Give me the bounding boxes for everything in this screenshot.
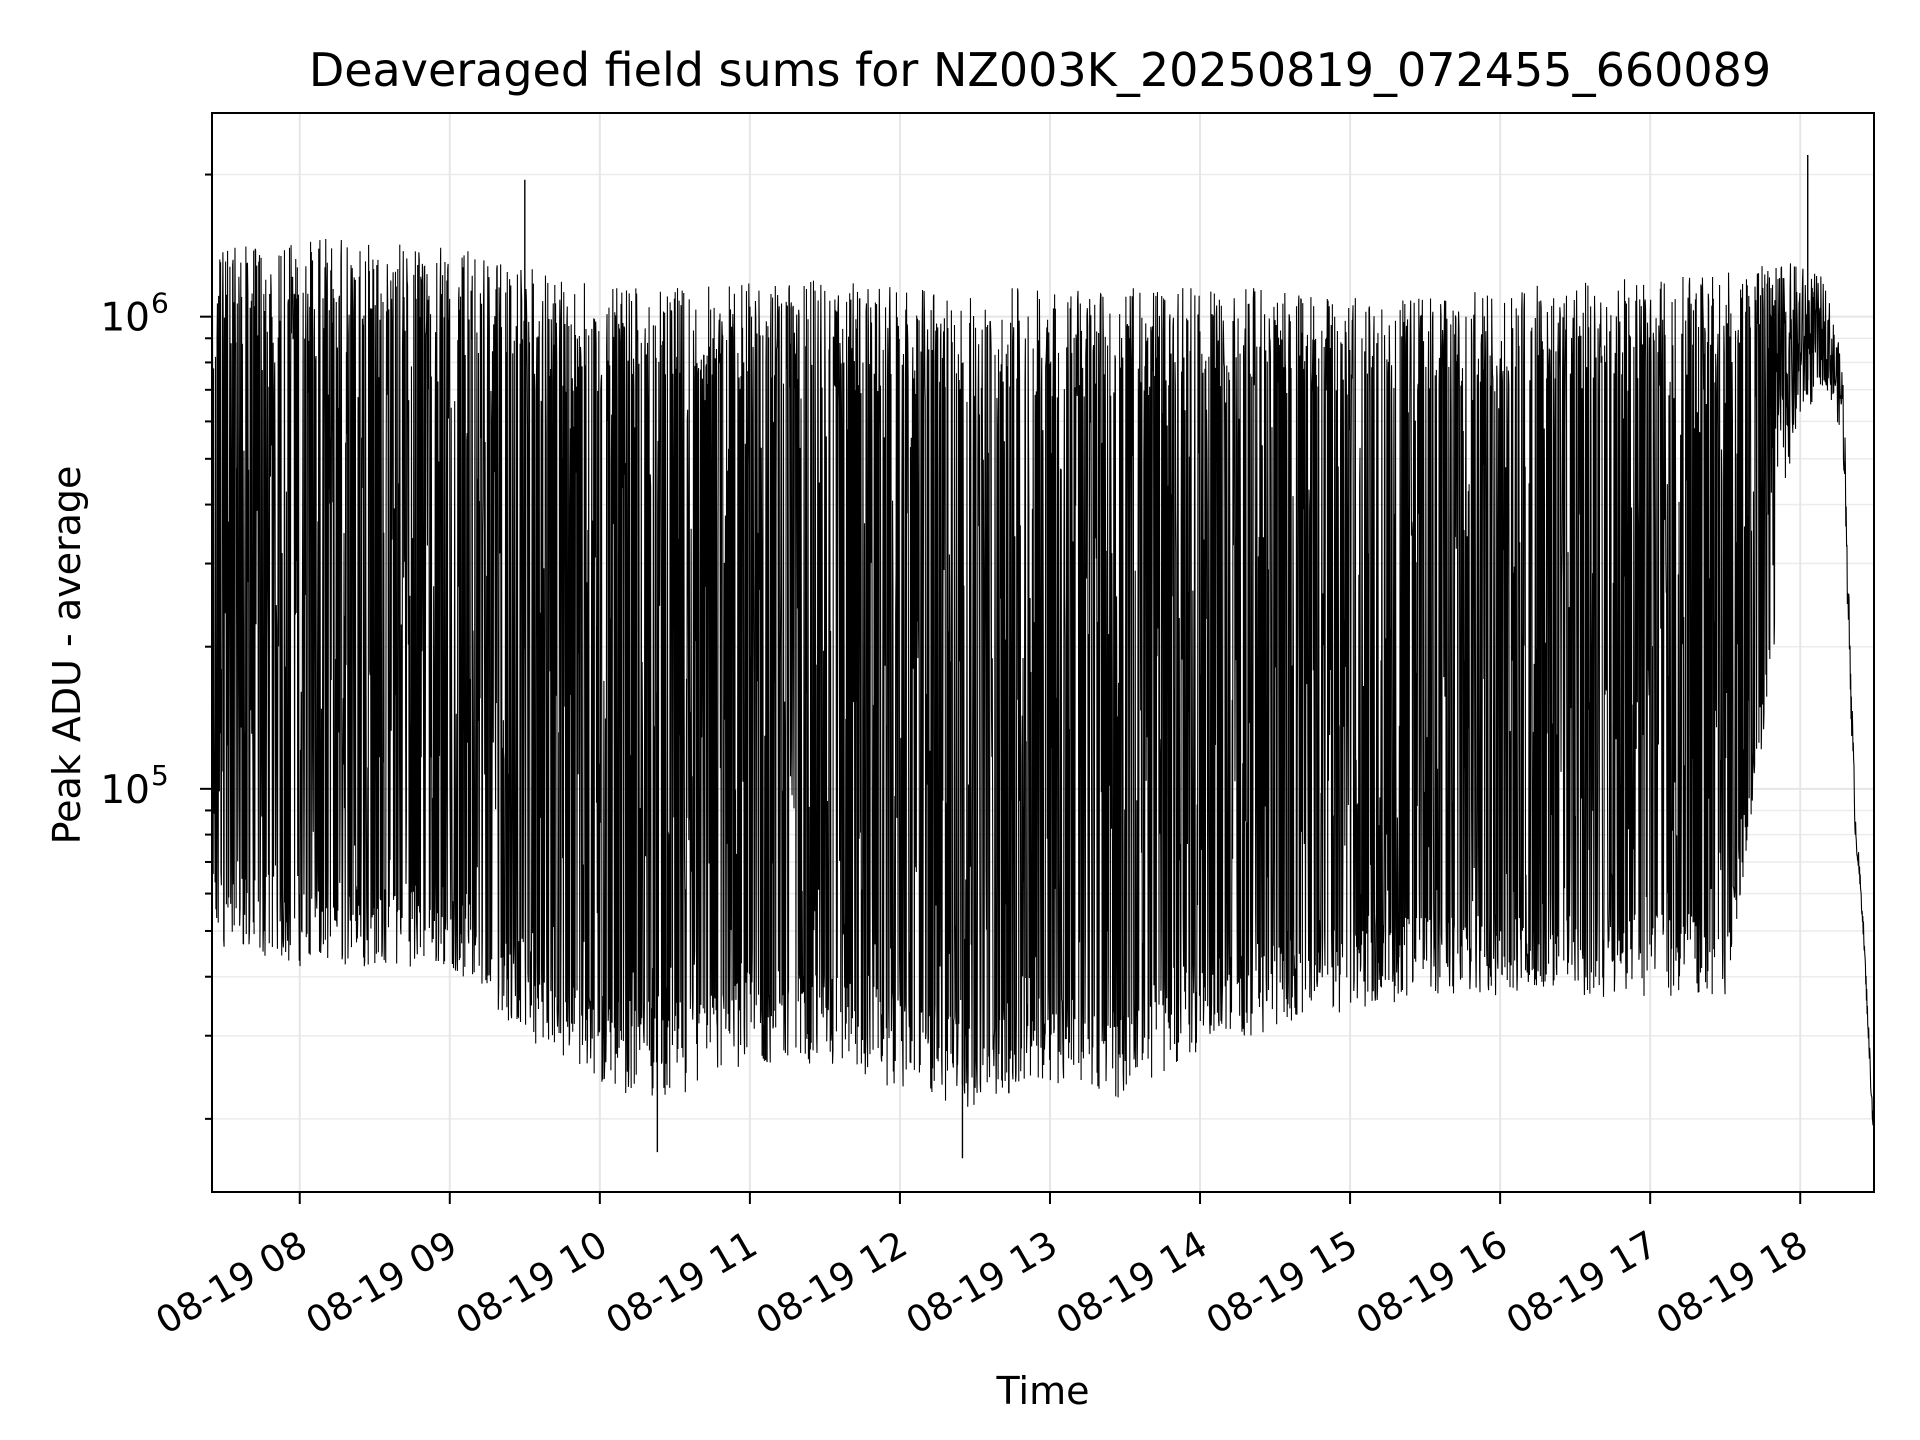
data-series-line — [211, 239, 1875, 1126]
chart-title: Deaveraged field sums for NZ003K_2025081… — [309, 43, 1771, 97]
y-axis-label: Peak ADU - average — [45, 466, 89, 845]
y-tick-label: 10 — [100, 296, 150, 341]
plot-area-frame — [211, 112, 1875, 1193]
y-tick-label: 10 — [100, 768, 150, 813]
x-axis-label: Time — [996, 1369, 1090, 1413]
y-tick-exponent: 6 — [151, 287, 169, 320]
y-tick-exponent: 5 — [151, 759, 169, 792]
data-series — [211, 154, 1875, 1159]
